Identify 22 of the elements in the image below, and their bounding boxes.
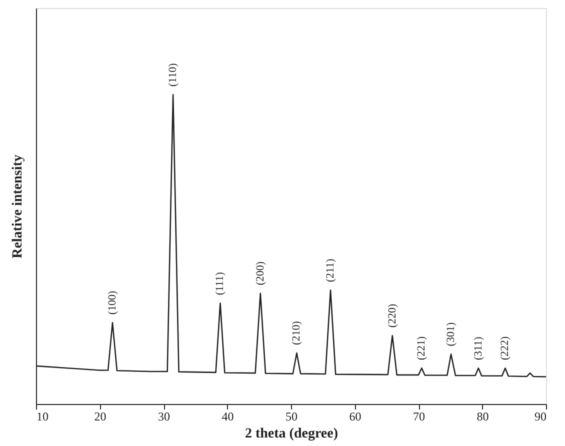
x-tick-label: 10 bbox=[36, 410, 48, 424]
x-tick-label: 90 bbox=[534, 410, 546, 424]
annotation: (222) bbox=[499, 336, 512, 360]
annotation: (311) bbox=[472, 336, 484, 360]
annotation: (210) bbox=[290, 320, 303, 345]
annotation: (110) bbox=[167, 62, 180, 87]
x-tick-label: 80 bbox=[476, 410, 489, 424]
annotation: (220) bbox=[386, 303, 398, 328]
annotation: (221) bbox=[416, 336, 428, 360]
x-tick-label: 30 bbox=[158, 410, 170, 424]
annotation: (111) bbox=[214, 272, 226, 296]
x-axis-title: 2 theta (degree) bbox=[244, 426, 338, 442]
annotation: (100) bbox=[106, 290, 118, 315]
annotation: (200) bbox=[254, 261, 266, 286]
x-tick-label: 20 bbox=[94, 410, 106, 424]
x-tick-label: 60 bbox=[349, 410, 362, 424]
x-tick-label: 40 bbox=[222, 410, 234, 424]
annotation: (301) bbox=[445, 322, 458, 346]
y-axis-title: Relative intensity bbox=[10, 154, 26, 258]
x-tick-label: 70 bbox=[413, 410, 425, 424]
x-tick-label: 50 bbox=[286, 410, 298, 424]
annotation: (211) bbox=[324, 258, 337, 282]
